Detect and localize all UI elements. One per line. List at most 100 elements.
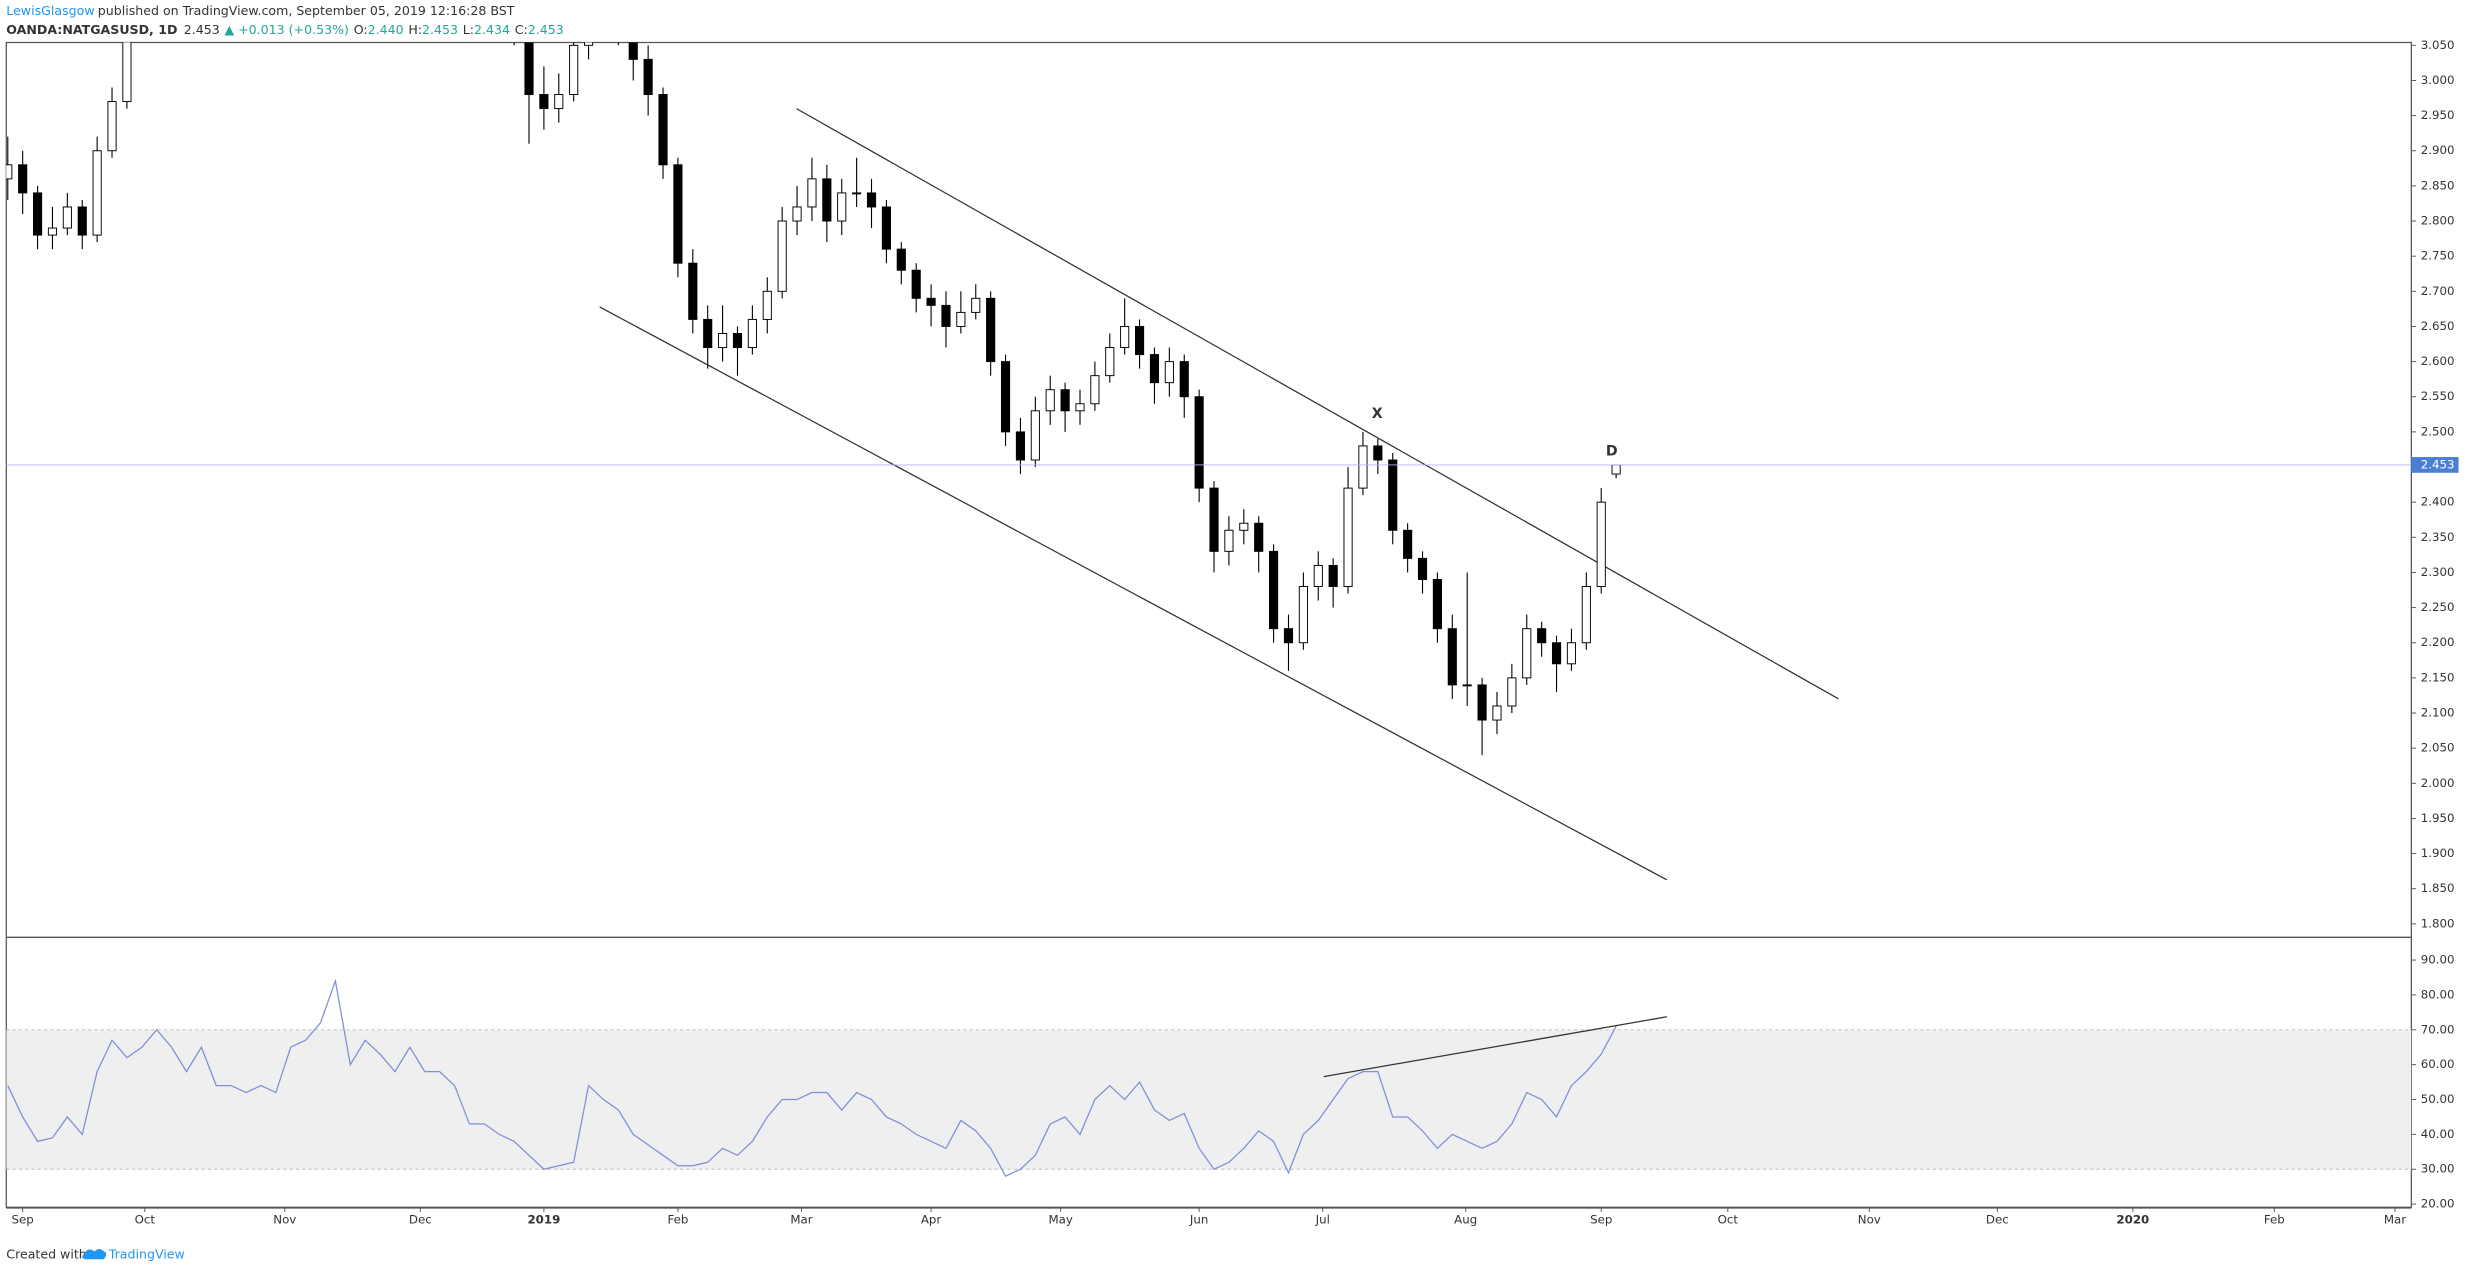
rsi-tick-label: 70.00 [2421,1022,2455,1036]
candle-body [1060,389,1070,412]
candle-body [1120,325,1130,349]
candle-body [1313,564,1323,587]
candle-body [643,58,653,95]
candle-body [1149,354,1160,384]
candle-body [986,297,996,363]
candle-body [77,206,87,236]
frame [5,41,2412,1208]
candle-body [1462,684,1472,687]
x-tick-label: Mar [2384,1212,2406,1226]
candle-body [1611,464,1621,475]
candle-body [896,248,906,271]
y-tick-label: 2.050 [2421,741,2455,755]
candle-body [703,318,713,349]
x-tick-label: Dec [409,1212,432,1226]
candle-body [584,42,594,46]
candle-body [614,0,622,24]
h: 2.453 [422,21,458,36]
candle-body [1045,389,1055,412]
candle-body [569,44,579,95]
candle-body [1239,522,1249,531]
candle-body [941,304,951,327]
x-tick-label: Nov [1858,1212,1881,1226]
y-tick-label: 2.500 [2421,424,2455,438]
candle-body [1015,431,1026,461]
x-tick-label: Mar [790,1212,812,1226]
candle-body [1358,445,1368,489]
candle-body [1269,550,1279,630]
y-tick-label: 3.000 [2421,73,2455,87]
candle-body [18,164,28,194]
c: 2.453 [528,21,564,36]
x-tick-label: Sep [12,1212,34,1226]
candle-body [1581,586,1591,644]
y-tick-label: 2.900 [2421,143,2455,157]
rsi-band [6,1029,2412,1170]
candle-body [688,262,698,320]
candle-body [628,42,638,60]
candle-body [732,333,743,349]
candle-body [1343,487,1353,587]
y-tick-label: 2.700 [2421,284,2455,298]
rsi-tick-label: 60.00 [2421,1057,2455,1071]
c-label: C: [515,21,528,36]
candle-body [777,220,787,292]
rsi-tick-label: 40.00 [2421,1127,2455,1141]
candle-body [1388,459,1398,531]
candle-body [881,206,891,250]
price-tag-label: 2.453 [2421,457,2455,471]
candle-body [1090,375,1100,405]
last: 2.453 [184,21,220,36]
y-tick-label: 2.300 [2421,565,2455,579]
rsi-pane [6,978,2412,1178]
o-label: O: [354,21,368,36]
rsi-tick-label: 90.00 [2421,953,2455,967]
symbol-line: OANDA:NATGASUSD, 1D 2.453 ▲ +0.013 (+0.53%… [6,21,564,36]
candle-body [762,290,772,320]
l: 2.434 [474,21,510,36]
change: ▲ +0.013 (+0.53%) [224,21,349,36]
candle-body [658,94,668,166]
author[interactable]: LewisGlasgow [6,3,94,18]
x-tick-label: Sep [1590,1212,1612,1226]
candle-body [1224,529,1234,552]
y-tick-label: 2.600 [2421,354,2455,368]
brand[interactable]: TradingView [108,1246,185,1261]
candle-body [33,192,43,236]
candle-body [1194,396,1204,489]
y-tick-label: 3.050 [2421,38,2455,52]
candle-body [6,164,13,180]
candle-body [554,94,564,110]
candle-body [1551,642,1562,665]
x-tick-label: Feb [2264,1212,2285,1226]
x-tick-label: 2019 [527,1212,560,1226]
x-tick-label: Dec [1986,1212,2009,1226]
candle-body [62,206,72,229]
candle-body [1164,361,1174,384]
x-tick-label: Apr [921,1212,942,1226]
candle-body [1328,564,1338,587]
y-tick-label: 2.550 [2421,389,2455,403]
candle-body [107,101,117,152]
h-label: H: [408,21,422,36]
rsi-tick-label: 20.00 [2421,1197,2455,1211]
candle-body [1209,487,1219,552]
y-tick-label: 2.850 [2421,178,2455,192]
x-tick-label: Jul [1315,1212,1330,1226]
candle-body [1477,684,1487,721]
x-tick-label: Feb [667,1212,688,1226]
candle-body [926,297,936,306]
candle-body [1030,410,1040,461]
rsi-line [7,978,1617,1178]
candle-body [1537,628,1547,644]
candle-body [718,333,728,349]
candle-body [807,178,817,208]
x-tick-label: Jun [1189,1212,1208,1226]
y-tick-label: 2.250 [2421,600,2455,614]
y-tick-label: 2.800 [2421,214,2455,228]
candle-body [1403,529,1413,559]
price-tag [2411,457,2459,473]
y-tick-label: 1.900 [2421,846,2455,860]
y-tick-label: 2.750 [2421,249,2455,263]
